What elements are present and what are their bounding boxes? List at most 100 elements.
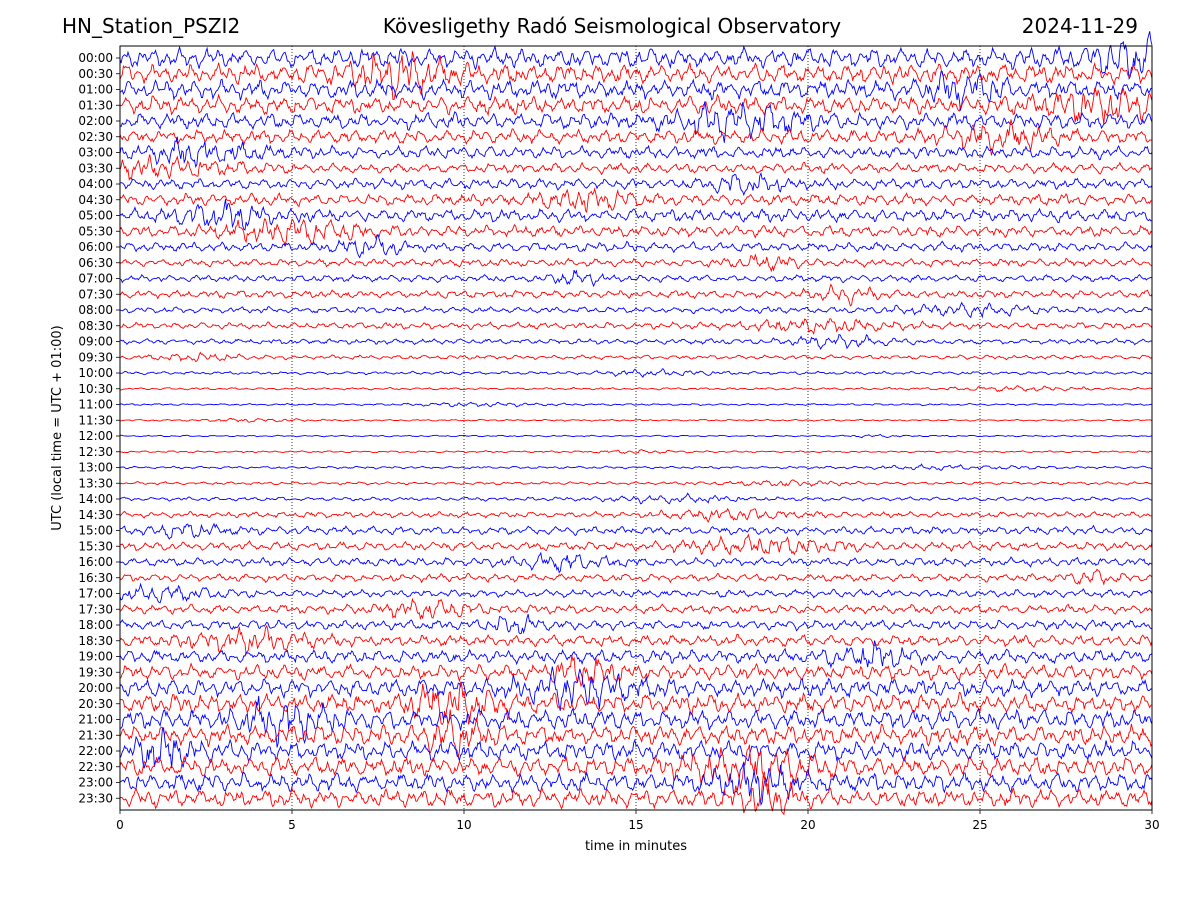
y-tick-label: 19:30 xyxy=(78,665,113,679)
y-tick-label: 16:30 xyxy=(78,571,113,585)
y-tick-label: 08:00 xyxy=(78,303,113,317)
trace-0000 xyxy=(119,31,1153,81)
trace-1530 xyxy=(119,533,1153,556)
y-tick-label: 03:30 xyxy=(78,161,113,175)
y-tick-label: 07:00 xyxy=(78,272,113,286)
trace-1900 xyxy=(119,640,1153,669)
trace-0400 xyxy=(119,171,1153,197)
trace-2130 xyxy=(119,709,1153,758)
y-tick-label: 13:00 xyxy=(78,461,113,475)
y-tick-label: 05:00 xyxy=(78,209,113,223)
seismic-traces xyxy=(119,31,1153,816)
trace-0330 xyxy=(119,154,1153,181)
x-tick-label: 15 xyxy=(628,818,643,832)
y-tick-label: 23:00 xyxy=(78,776,113,790)
y-tick-label: 23:30 xyxy=(78,791,113,805)
x-axis: 0 5 10 15 20 25 30 xyxy=(116,810,1160,832)
trace-0800 xyxy=(119,301,1153,319)
y-tick-label: 06:30 xyxy=(78,256,113,270)
y-tick-label: 00:00 xyxy=(78,51,113,65)
y-tick-label: 11:00 xyxy=(78,398,113,412)
x-tick-label: 5 xyxy=(288,818,296,832)
y-tick-label: 20:00 xyxy=(78,681,113,695)
trace-0100 xyxy=(119,70,1153,111)
y-tick-label: 01:30 xyxy=(78,98,113,112)
y-tick-label: 02:00 xyxy=(78,114,113,128)
trace-1400 xyxy=(119,492,1153,505)
trace-1630 xyxy=(119,568,1153,586)
y-tick-label: 05:30 xyxy=(78,224,113,238)
y-tick-label: 08:30 xyxy=(78,319,113,333)
station-name: HN_Station_PSZI2 xyxy=(62,14,241,38)
trace-0830 xyxy=(119,318,1153,336)
trace-0630 xyxy=(119,253,1153,273)
y-tick-label: 18:00 xyxy=(78,618,113,632)
trace-1600 xyxy=(119,551,1153,574)
trace-1800 xyxy=(119,614,1153,635)
x-tick-label: 10 xyxy=(456,818,471,832)
trace-1100 xyxy=(119,401,1153,408)
y-tick-label: 19:00 xyxy=(78,650,113,664)
x-axis-label: time in minutes xyxy=(585,839,687,854)
x-tick-label: 30 xyxy=(1144,818,1159,832)
trace-0200 xyxy=(119,101,1153,143)
trace-1930 xyxy=(119,655,1153,688)
trace-0730 xyxy=(119,283,1153,307)
y-tick-label: 13:30 xyxy=(78,476,113,490)
y-tick-label: 06:00 xyxy=(78,240,113,254)
y-tick-label: 12:00 xyxy=(78,429,113,443)
y-tick-label: 21:00 xyxy=(78,713,113,727)
trace-2100 xyxy=(119,695,1153,748)
date-label: 2024-11-29 xyxy=(1021,14,1138,38)
trace-2000 xyxy=(119,666,1153,711)
trace-2030 xyxy=(119,681,1153,726)
y-tick-label: 22:00 xyxy=(78,744,113,758)
y-tick-label: 17:30 xyxy=(78,602,113,616)
trace-1330 xyxy=(119,479,1153,487)
y-tick-label: 00:30 xyxy=(78,67,113,81)
y-tick-label: 03:00 xyxy=(78,146,113,160)
trace-1830 xyxy=(119,624,1153,656)
y-tick-label: 22:30 xyxy=(78,760,113,774)
gridlines xyxy=(291,46,981,810)
trace-0130 xyxy=(119,87,1153,125)
y-tick-label: 09:30 xyxy=(78,350,113,364)
trace-0500 xyxy=(119,199,1153,231)
trace-2230 xyxy=(119,744,1153,795)
x-tick-label: 0 xyxy=(116,818,124,832)
y-tick-label: 10:30 xyxy=(78,382,113,396)
y-tick-label: 04:30 xyxy=(78,193,113,207)
y-tick-label: 01:00 xyxy=(78,83,113,97)
y-tick-label: 07:30 xyxy=(78,287,113,301)
y-tick-label: 15:00 xyxy=(78,524,113,538)
y-tick-label: 17:00 xyxy=(78,587,113,601)
y-tick-label: 09:00 xyxy=(78,335,113,349)
trace-0230 xyxy=(119,119,1153,156)
trace-0530 xyxy=(119,218,1153,247)
trace-0300 xyxy=(119,136,1153,168)
y-tick-label: 21:30 xyxy=(78,728,113,742)
y-tick-label: 11:30 xyxy=(78,413,113,427)
y-tick-label: 14:00 xyxy=(78,492,113,506)
trace-1500 xyxy=(120,522,1153,540)
y-tick-label: 16:00 xyxy=(78,555,113,569)
trace-1700 xyxy=(119,582,1153,604)
trace-0930 xyxy=(119,351,1153,363)
y-tick-label: 10:00 xyxy=(78,366,113,380)
trace-2300 xyxy=(119,761,1153,807)
x-tick-label: 20 xyxy=(800,818,815,832)
y-axis-label: UTC (local time = UTC + 01:00) xyxy=(50,325,65,530)
trace-2200 xyxy=(119,727,1153,769)
x-tick-label: 25 xyxy=(972,818,987,832)
trace-1130 xyxy=(119,418,1153,423)
trace-1230 xyxy=(119,449,1152,455)
trace-1000 xyxy=(119,368,1153,379)
trace-0600 xyxy=(120,233,1153,259)
trace-1730 xyxy=(119,597,1153,621)
y-tick-label: 20:30 xyxy=(78,697,113,711)
trace-0430 xyxy=(119,187,1153,214)
trace-2330 xyxy=(119,770,1153,816)
y-tick-label: 04:00 xyxy=(78,177,113,191)
